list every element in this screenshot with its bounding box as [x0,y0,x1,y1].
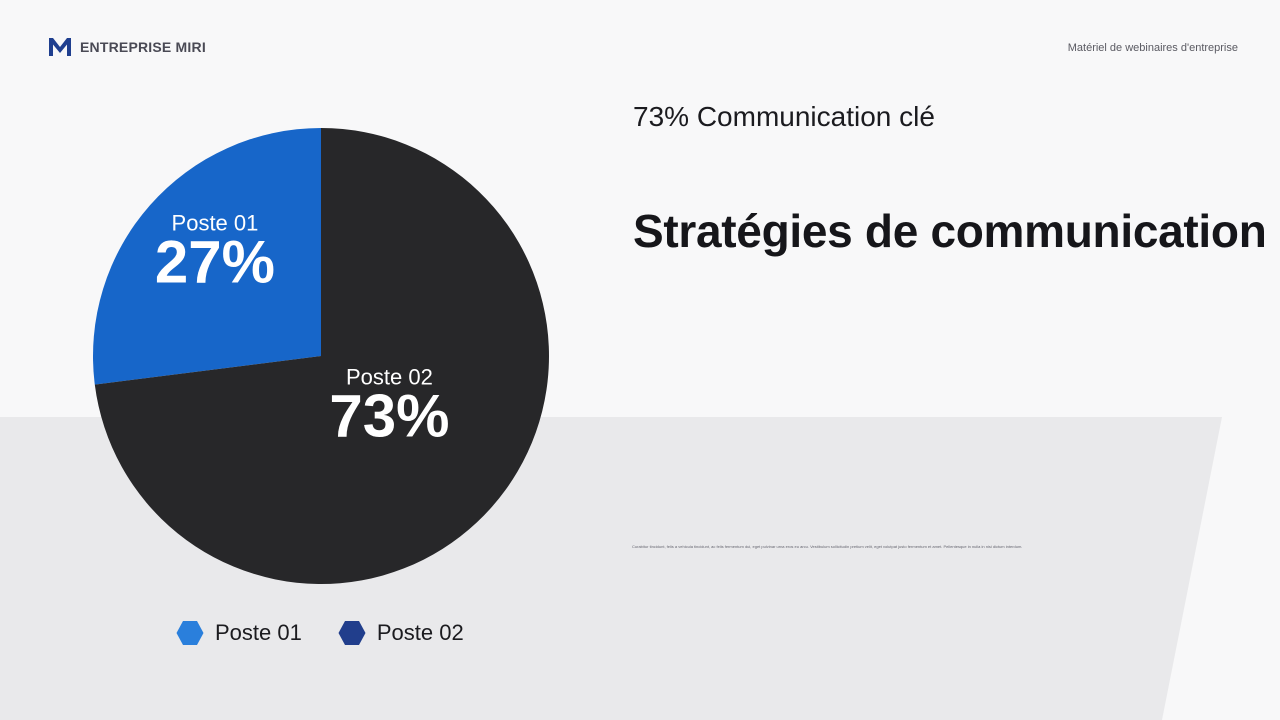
legend-item-poste-02: Poste 02 [338,620,464,646]
hexagon-icon [176,621,204,645]
kicker-text: 73% Communication clé [633,101,935,132]
legend-label: Poste 02 [376,620,464,645]
header-caption: Matériel de webinaires d'entreprise [1067,42,1238,54]
chart-legend: Poste 01 Poste 02 [176,620,500,646]
brand-logo: ENTREPRISE MIRI [49,38,206,56]
slice-label-1: Poste 01 [172,211,259,236]
slide-headline: Stratégies de communication [633,205,1267,257]
pie-slice-2 [94,128,549,584]
body-text: Curabitur tincidunt, felis a vehicula ti… [632,544,1023,549]
slice-value-1: 27% [155,229,275,296]
slice-label-2: Poste 02 [346,364,433,389]
legend-item-poste-01: Poste 01 [176,620,302,646]
hexagon-icon [338,621,366,645]
legend-label: Poste 01 [215,620,302,645]
slice-value-2: 73% [329,382,449,449]
m-logo-icon [49,38,71,56]
brand-name: ENTREPRISE MIRI [80,39,206,55]
pie-slice-1 [92,128,322,385]
